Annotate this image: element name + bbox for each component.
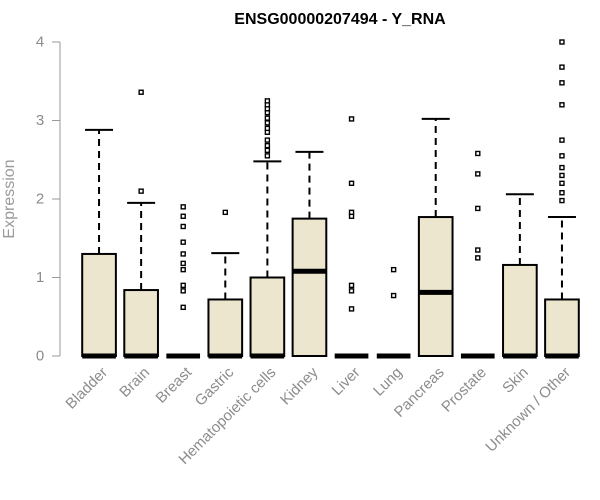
outlier-point	[180, 204, 186, 210]
outlier-point	[559, 197, 565, 204]
box-breast	[166, 204, 201, 359]
x-tick-label: Breast	[153, 363, 196, 406]
y-tick-label: 0	[36, 348, 44, 365]
chart-title: ENSG00000207494 - Y_RNA	[234, 11, 446, 28]
outlier-point	[475, 247, 481, 253]
outlier-point	[264, 115, 271, 121]
outlier-point	[180, 251, 186, 257]
outlier-point	[348, 209, 355, 216]
outlier-point	[180, 266, 186, 273]
box-gastric	[207, 209, 244, 359]
outlier-point	[180, 282, 186, 289]
outlier-point	[559, 164, 565, 171]
outlier-point	[348, 180, 355, 187]
outlier-point	[559, 153, 565, 159]
outlier-point	[264, 137, 271, 143]
outlier-point	[264, 125, 271, 132]
x-tick-label: Skin	[499, 364, 532, 397]
outlier-point	[264, 98, 271, 104]
outlier-point	[180, 304, 186, 311]
outlier-point	[348, 288, 355, 294]
y-tick-label: 4	[36, 34, 44, 51]
outlier-point	[264, 153, 271, 159]
outlier-point	[559, 39, 565, 45]
outlier-point	[475, 255, 481, 261]
box-body	[502, 263, 538, 357]
box-body	[123, 289, 159, 357]
box-hematopoietic-cells	[249, 98, 286, 359]
outlier-point	[264, 147, 271, 154]
outlier-point	[180, 223, 186, 230]
outlier-point	[264, 120, 271, 126]
outlier-point	[559, 172, 565, 179]
y-axis-label: Expression	[1, 159, 18, 238]
outlier-point	[264, 142, 271, 149]
box-body	[544, 298, 580, 358]
box-unknown-other	[544, 39, 580, 359]
outlier-point	[475, 171, 481, 177]
outlier-point	[475, 205, 481, 212]
outlier-point	[180, 239, 186, 245]
box-body	[417, 216, 454, 357]
outlier-point	[348, 116, 355, 122]
x-tick-label: Liver	[329, 364, 364, 399]
box-pancreas	[417, 117, 454, 357]
outlier-point	[222, 209, 228, 216]
box-body	[249, 276, 286, 357]
box-liver	[334, 116, 369, 359]
box-body	[81, 252, 117, 357]
outlier-point	[390, 292, 397, 299]
box-bladder	[81, 128, 117, 359]
x-tick-label: Prostate	[438, 364, 490, 416]
outlier-point	[348, 282, 355, 289]
y-tick-label: 1	[36, 269, 44, 286]
box-body	[207, 298, 244, 358]
y-tick-label: 3	[36, 112, 44, 129]
boxes-group	[81, 39, 580, 359]
outlier-point	[180, 260, 186, 267]
box-lung	[376, 266, 411, 359]
outlier-point	[559, 137, 565, 143]
outlier-point	[390, 266, 397, 273]
outlier-point	[559, 64, 565, 70]
x-tick-label: Brain	[116, 364, 153, 401]
outlier-point	[180, 213, 186, 219]
box-skin	[502, 193, 538, 359]
box-kidney	[291, 150, 328, 357]
outlier-point	[138, 188, 144, 194]
outlier-point	[559, 180, 565, 187]
outlier-point	[559, 190, 565, 196]
outlier-point	[348, 306, 355, 312]
y-tick-label: 2	[36, 191, 44, 208]
outlier-point	[138, 89, 144, 95]
outlier-point	[475, 150, 481, 157]
outlier-point	[180, 288, 186, 294]
x-tick-label: Lung	[370, 364, 406, 400]
box-body	[291, 217, 328, 357]
box-brain	[123, 89, 159, 359]
x-tick-label: Kidney	[277, 364, 322, 409]
x-tick-label: Bladder	[62, 364, 111, 413]
outlier-point	[559, 102, 565, 108]
y-axis: 0 1 2 3 4	[36, 34, 61, 365]
outlier-point	[559, 80, 565, 86]
box-prostate	[460, 150, 495, 359]
